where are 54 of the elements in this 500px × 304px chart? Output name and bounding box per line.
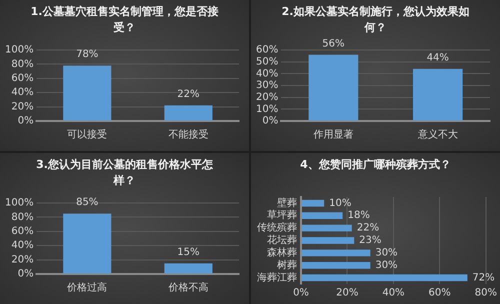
x-tick-label: 不能接受 — [168, 128, 208, 141]
y-tick-label: 100% — [4, 44, 34, 56]
data-label: 18% — [348, 210, 370, 222]
data-label: 44% — [426, 52, 449, 64]
data-label: 23% — [359, 235, 382, 246]
y-tick-label: 0% — [18, 268, 34, 280]
x-tick-label: 价格不高 — [167, 282, 208, 294]
y-tick-label: 壁葬 — [277, 196, 297, 209]
y-tick-label: 0% — [262, 116, 278, 127]
y-tick-label: 50% — [256, 56, 278, 68]
y-tick-label: 花坛葬 — [267, 234, 297, 246]
x-tick-label: 60% — [428, 288, 451, 299]
y-tick-label: 80% — [11, 58, 34, 70]
data-label: 10% — [329, 198, 352, 209]
y-tick-label: 100% — [4, 198, 34, 209]
y-tick-label: 树葬 — [277, 258, 297, 271]
y-tick-label: 传统殡葬 — [257, 222, 297, 234]
chart-title: 3.您认为目前公墓的租售价格水平怎样？ — [35, 157, 214, 187]
data-label: 15% — [177, 246, 200, 258]
y-tick-label: 0% — [18, 116, 34, 127]
data-label: 22% — [356, 222, 380, 234]
data-label: 72% — [472, 272, 495, 284]
y-tick-label: 10% — [256, 104, 278, 115]
y-tick-label: 20% — [256, 92, 278, 103]
chart-title: 4、您赞同推广哪种殡葬方式？ — [299, 157, 452, 173]
y-tick-label: 20% — [11, 101, 34, 112]
x-tick-label: 可以接受 — [67, 128, 108, 141]
chart-title: 2.如果公墓实名制施行，您认为效果如何？ — [280, 4, 470, 34]
y-tick-label: 40% — [256, 68, 278, 80]
y-tick-label: 海葬江葬 — [257, 271, 297, 284]
data-label: 30% — [375, 260, 398, 271]
y-tick-label: 草坪葬 — [267, 209, 297, 222]
data-label: 56% — [322, 38, 345, 50]
data-label: 22% — [177, 88, 200, 100]
y-tick-label: 40% — [11, 240, 34, 252]
x-tick-label: 意义不大 — [416, 128, 458, 141]
x-tick-label: 40% — [382, 288, 405, 299]
x-tick-label: 0% — [293, 288, 309, 299]
x-tick-label: 价格过高 — [66, 282, 108, 294]
y-tick-label: 40% — [11, 87, 34, 98]
y-tick-label: 森林葬 — [267, 246, 297, 259]
data-label: 85% — [76, 197, 98, 208]
y-tick-label: 30% — [256, 80, 278, 92]
y-tick-label: 60% — [256, 44, 278, 56]
y-tick-label: 20% — [11, 254, 34, 266]
y-tick-label: 60% — [11, 72, 34, 84]
x-tick-label: 作用显著 — [312, 128, 354, 141]
data-label: 30% — [375, 248, 398, 259]
x-tick-label: 80% — [474, 288, 498, 299]
x-tick-label: 20% — [336, 288, 358, 299]
y-tick-label: 80% — [11, 212, 34, 223]
data-label: 78% — [76, 49, 98, 60]
chart-title: 1.公墓墓穴租售实名制管理，您是否接受？ — [30, 4, 220, 34]
y-tick-label: 60% — [11, 226, 34, 237]
